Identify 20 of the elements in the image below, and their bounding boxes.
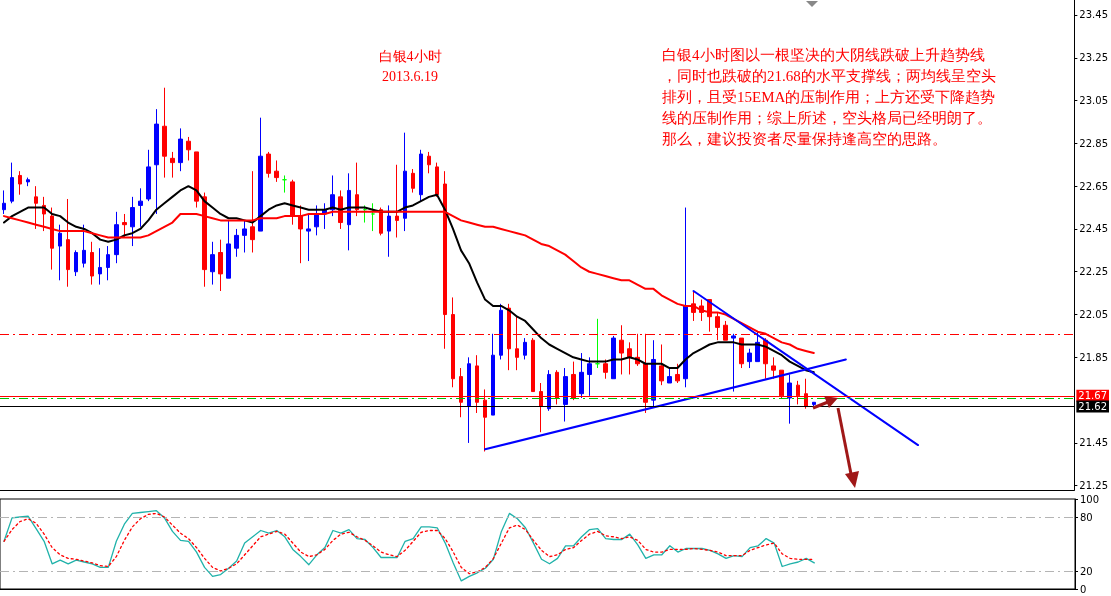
text: 白银4小时 xyxy=(378,48,442,64)
y-tick-label: 23.05 xyxy=(1079,95,1109,107)
y-tick-label: 100 xyxy=(1080,493,1100,505)
y-tick-label: 22.45 xyxy=(1079,223,1109,235)
y-tick-label: 22.05 xyxy=(1079,309,1109,321)
y-tick-label: 21.85 xyxy=(1079,351,1109,363)
y-tick-label: 20 xyxy=(1080,565,1093,577)
y-tick-label: 23.25 xyxy=(1079,52,1109,64)
annotation: 白银4小时图以一根坚决的大阴线跌破上升趋势线，同时也跌破的21.68的水平支撑线；两均线呈空头排列，且受15EMA的压制作用；上方还受下降趋势线的压制作用；综上所述，空头格局已经明朗了。那么，建议投资者尽量保持逢高空的思路。 xyxy=(662,46,996,147)
y-tick-label: 21.45 xyxy=(1079,437,1109,449)
y-tick-label: 80 xyxy=(1080,511,1093,523)
y-tick-label: 22.85 xyxy=(1079,137,1109,149)
ref-line-label: 21.62 xyxy=(1078,401,1108,413)
text: 2013.6.19 xyxy=(382,68,438,84)
y-tick-label: 0 xyxy=(1080,583,1087,595)
y-tick-label: 22.65 xyxy=(1079,180,1109,192)
y-tick-label: 21.25 xyxy=(1079,480,1109,492)
y-tick-label: 23.45 xyxy=(1079,9,1109,21)
ref-line-label: 21.67 xyxy=(1078,390,1108,402)
y-tick-label: 22.25 xyxy=(1079,266,1109,278)
